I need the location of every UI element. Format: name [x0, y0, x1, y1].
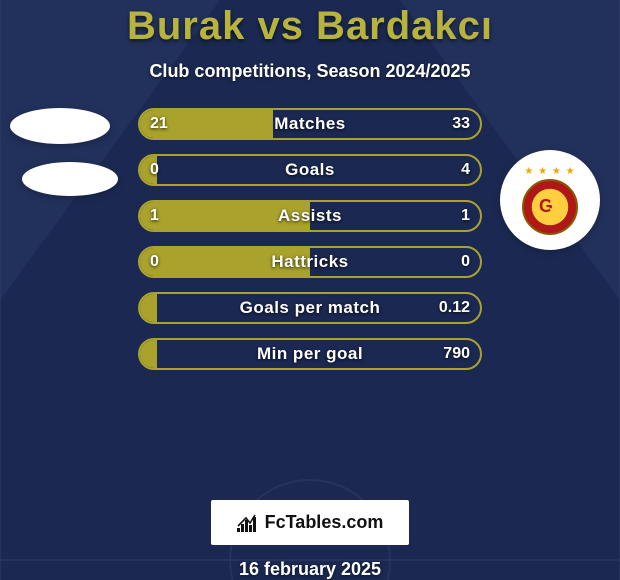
galatasaray-logo-icon: GS [522, 179, 578, 235]
page-title: Burak vs Bardakcı [127, 4, 493, 49]
bar-value-right: 4 [451, 156, 480, 184]
bar-value-right: 33 [442, 110, 480, 138]
stat-bar: Matches21 33 [138, 108, 482, 140]
bar-value-left: 1 [140, 202, 169, 230]
right-club-badge: ★ ★ ★ ★ GS [500, 150, 600, 250]
bar-value-left: 0 [140, 248, 169, 276]
bar-value-right: 0.12 [429, 294, 480, 322]
stat-bar: Hattricks0 0 [138, 246, 482, 278]
bar-label: Hattricks [140, 248, 480, 276]
stat-bars: Matches2133Goals04Assists11Hattricks00Go… [138, 108, 482, 370]
subtitle: Club competitions, Season 2024/2025 [149, 61, 470, 82]
bar-value-left: 21 [140, 110, 178, 138]
bar-value-left [140, 340, 160, 368]
brand-text: FcTables.com [265, 512, 384, 533]
bar-value-right: 790 [433, 340, 480, 368]
gs-stars-icon: ★ ★ ★ ★ [524, 166, 575, 177]
left-club-badge-2 [22, 162, 118, 196]
fctables-logo-icon [237, 514, 259, 532]
stat-bar: Goals0 4 [138, 154, 482, 186]
stat-bar: Goals per match0.12 [138, 292, 482, 324]
bar-value-right: 1 [451, 202, 480, 230]
comparison-area: ★ ★ ★ ★ GS Matches2133Goals04Assists11Ha… [0, 108, 620, 482]
bar-label: Min per goal [140, 340, 480, 368]
bar-label: Matches [140, 110, 480, 138]
stat-bar: Min per goal790 [138, 338, 482, 370]
bar-label: Assists [140, 202, 480, 230]
left-club-badge-1 [10, 108, 110, 144]
brand-attribution[interactable]: FcTables.com [211, 500, 410, 545]
bar-value-left [140, 294, 160, 322]
stat-bar: Assists1 1 [138, 200, 482, 232]
bar-label: Goals [140, 156, 480, 184]
date-label: 16 february 2025 [239, 559, 381, 580]
bar-value-right: 0 [451, 248, 480, 276]
bar-value-left: 0 [140, 156, 169, 184]
